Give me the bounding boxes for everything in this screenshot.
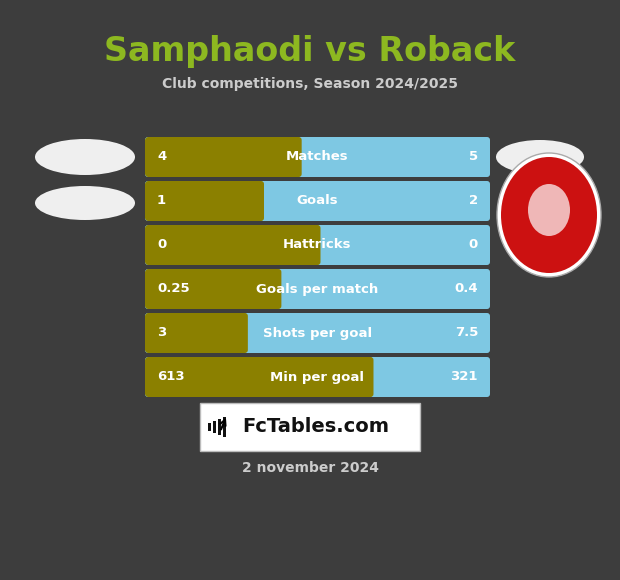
Ellipse shape — [35, 139, 135, 175]
FancyBboxPatch shape — [200, 403, 420, 451]
Text: Min per goal: Min per goal — [270, 371, 365, 383]
FancyBboxPatch shape — [145, 357, 490, 397]
Text: 613: 613 — [157, 371, 185, 383]
Text: 7.5: 7.5 — [454, 327, 478, 339]
Ellipse shape — [497, 153, 601, 277]
FancyBboxPatch shape — [145, 357, 373, 397]
Text: Shots per goal: Shots per goal — [263, 327, 372, 339]
Bar — [218, 419, 221, 435]
Bar — [213, 421, 216, 433]
Text: 3: 3 — [157, 327, 166, 339]
Text: 2: 2 — [469, 194, 478, 208]
FancyBboxPatch shape — [145, 225, 490, 265]
Text: 0.4: 0.4 — [454, 282, 478, 295]
Text: 2 november 2024: 2 november 2024 — [242, 461, 378, 475]
FancyBboxPatch shape — [145, 269, 281, 309]
FancyBboxPatch shape — [145, 313, 490, 353]
FancyBboxPatch shape — [145, 181, 490, 221]
Text: Goals: Goals — [297, 194, 339, 208]
Ellipse shape — [501, 157, 597, 273]
Text: 321: 321 — [451, 371, 478, 383]
Text: Samphaodi vs Roback: Samphaodi vs Roback — [104, 35, 516, 68]
Ellipse shape — [528, 184, 570, 236]
Ellipse shape — [496, 140, 584, 174]
Bar — [223, 417, 226, 437]
Text: 0: 0 — [469, 238, 478, 252]
Text: 0: 0 — [157, 238, 166, 252]
FancyBboxPatch shape — [145, 269, 490, 309]
FancyBboxPatch shape — [145, 181, 264, 221]
Text: Goals per match: Goals per match — [257, 282, 379, 295]
FancyBboxPatch shape — [145, 137, 302, 177]
Text: 1: 1 — [157, 194, 166, 208]
Text: Club competitions, Season 2024/2025: Club competitions, Season 2024/2025 — [162, 77, 458, 91]
Text: 0.25: 0.25 — [157, 282, 190, 295]
Text: Hattricks: Hattricks — [283, 238, 352, 252]
Bar — [208, 423, 211, 431]
Text: 5: 5 — [469, 150, 478, 164]
Text: 4: 4 — [157, 150, 166, 164]
Text: FcTables.com: FcTables.com — [242, 418, 389, 437]
FancyBboxPatch shape — [145, 225, 321, 265]
FancyBboxPatch shape — [145, 313, 248, 353]
Text: Matches: Matches — [286, 150, 349, 164]
FancyBboxPatch shape — [145, 137, 490, 177]
Ellipse shape — [35, 186, 135, 220]
